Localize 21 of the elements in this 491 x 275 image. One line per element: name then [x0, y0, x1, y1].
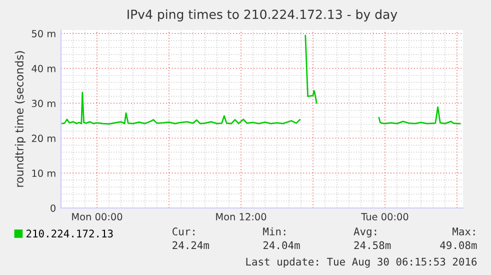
text: 24.24m — [172, 241, 209, 250]
y-tick-label: 20 m — [32, 134, 56, 142]
legend-label: 210.224.172.13 — [26, 230, 113, 238]
y-tick-label: 10 m — [32, 170, 56, 177]
text: Cur: — [172, 228, 194, 236]
text: Last update: Tue Aug 30 06:15:53 2016 — [246, 258, 477, 268]
text: Max: — [452, 228, 475, 236]
text: 24.58m — [354, 241, 391, 250]
text: Avg: — [354, 228, 376, 238]
x-tick-label: Mon 12:00 — [216, 213, 266, 220]
x-tick-label: Mon 00:00 — [72, 213, 122, 220]
y-axis-title: roundtrip time (seconds) — [14, 51, 26, 187]
y-tick-label: 30 m — [32, 100, 56, 108]
chart-title: IPv4 ping times to 210.224.172.13 - by day — [128, 9, 398, 22]
text: 24.04m — [263, 241, 300, 250]
y-tick-label: 40 m — [32, 64, 56, 72]
text: Min: — [263, 227, 286, 236]
x-tick-label: Tue 00:00 — [361, 213, 408, 220]
y-tick-label: 0 — [50, 204, 56, 212]
y-tick-label: 50 m — [32, 30, 56, 38]
text: 49.08m — [440, 241, 477, 250]
